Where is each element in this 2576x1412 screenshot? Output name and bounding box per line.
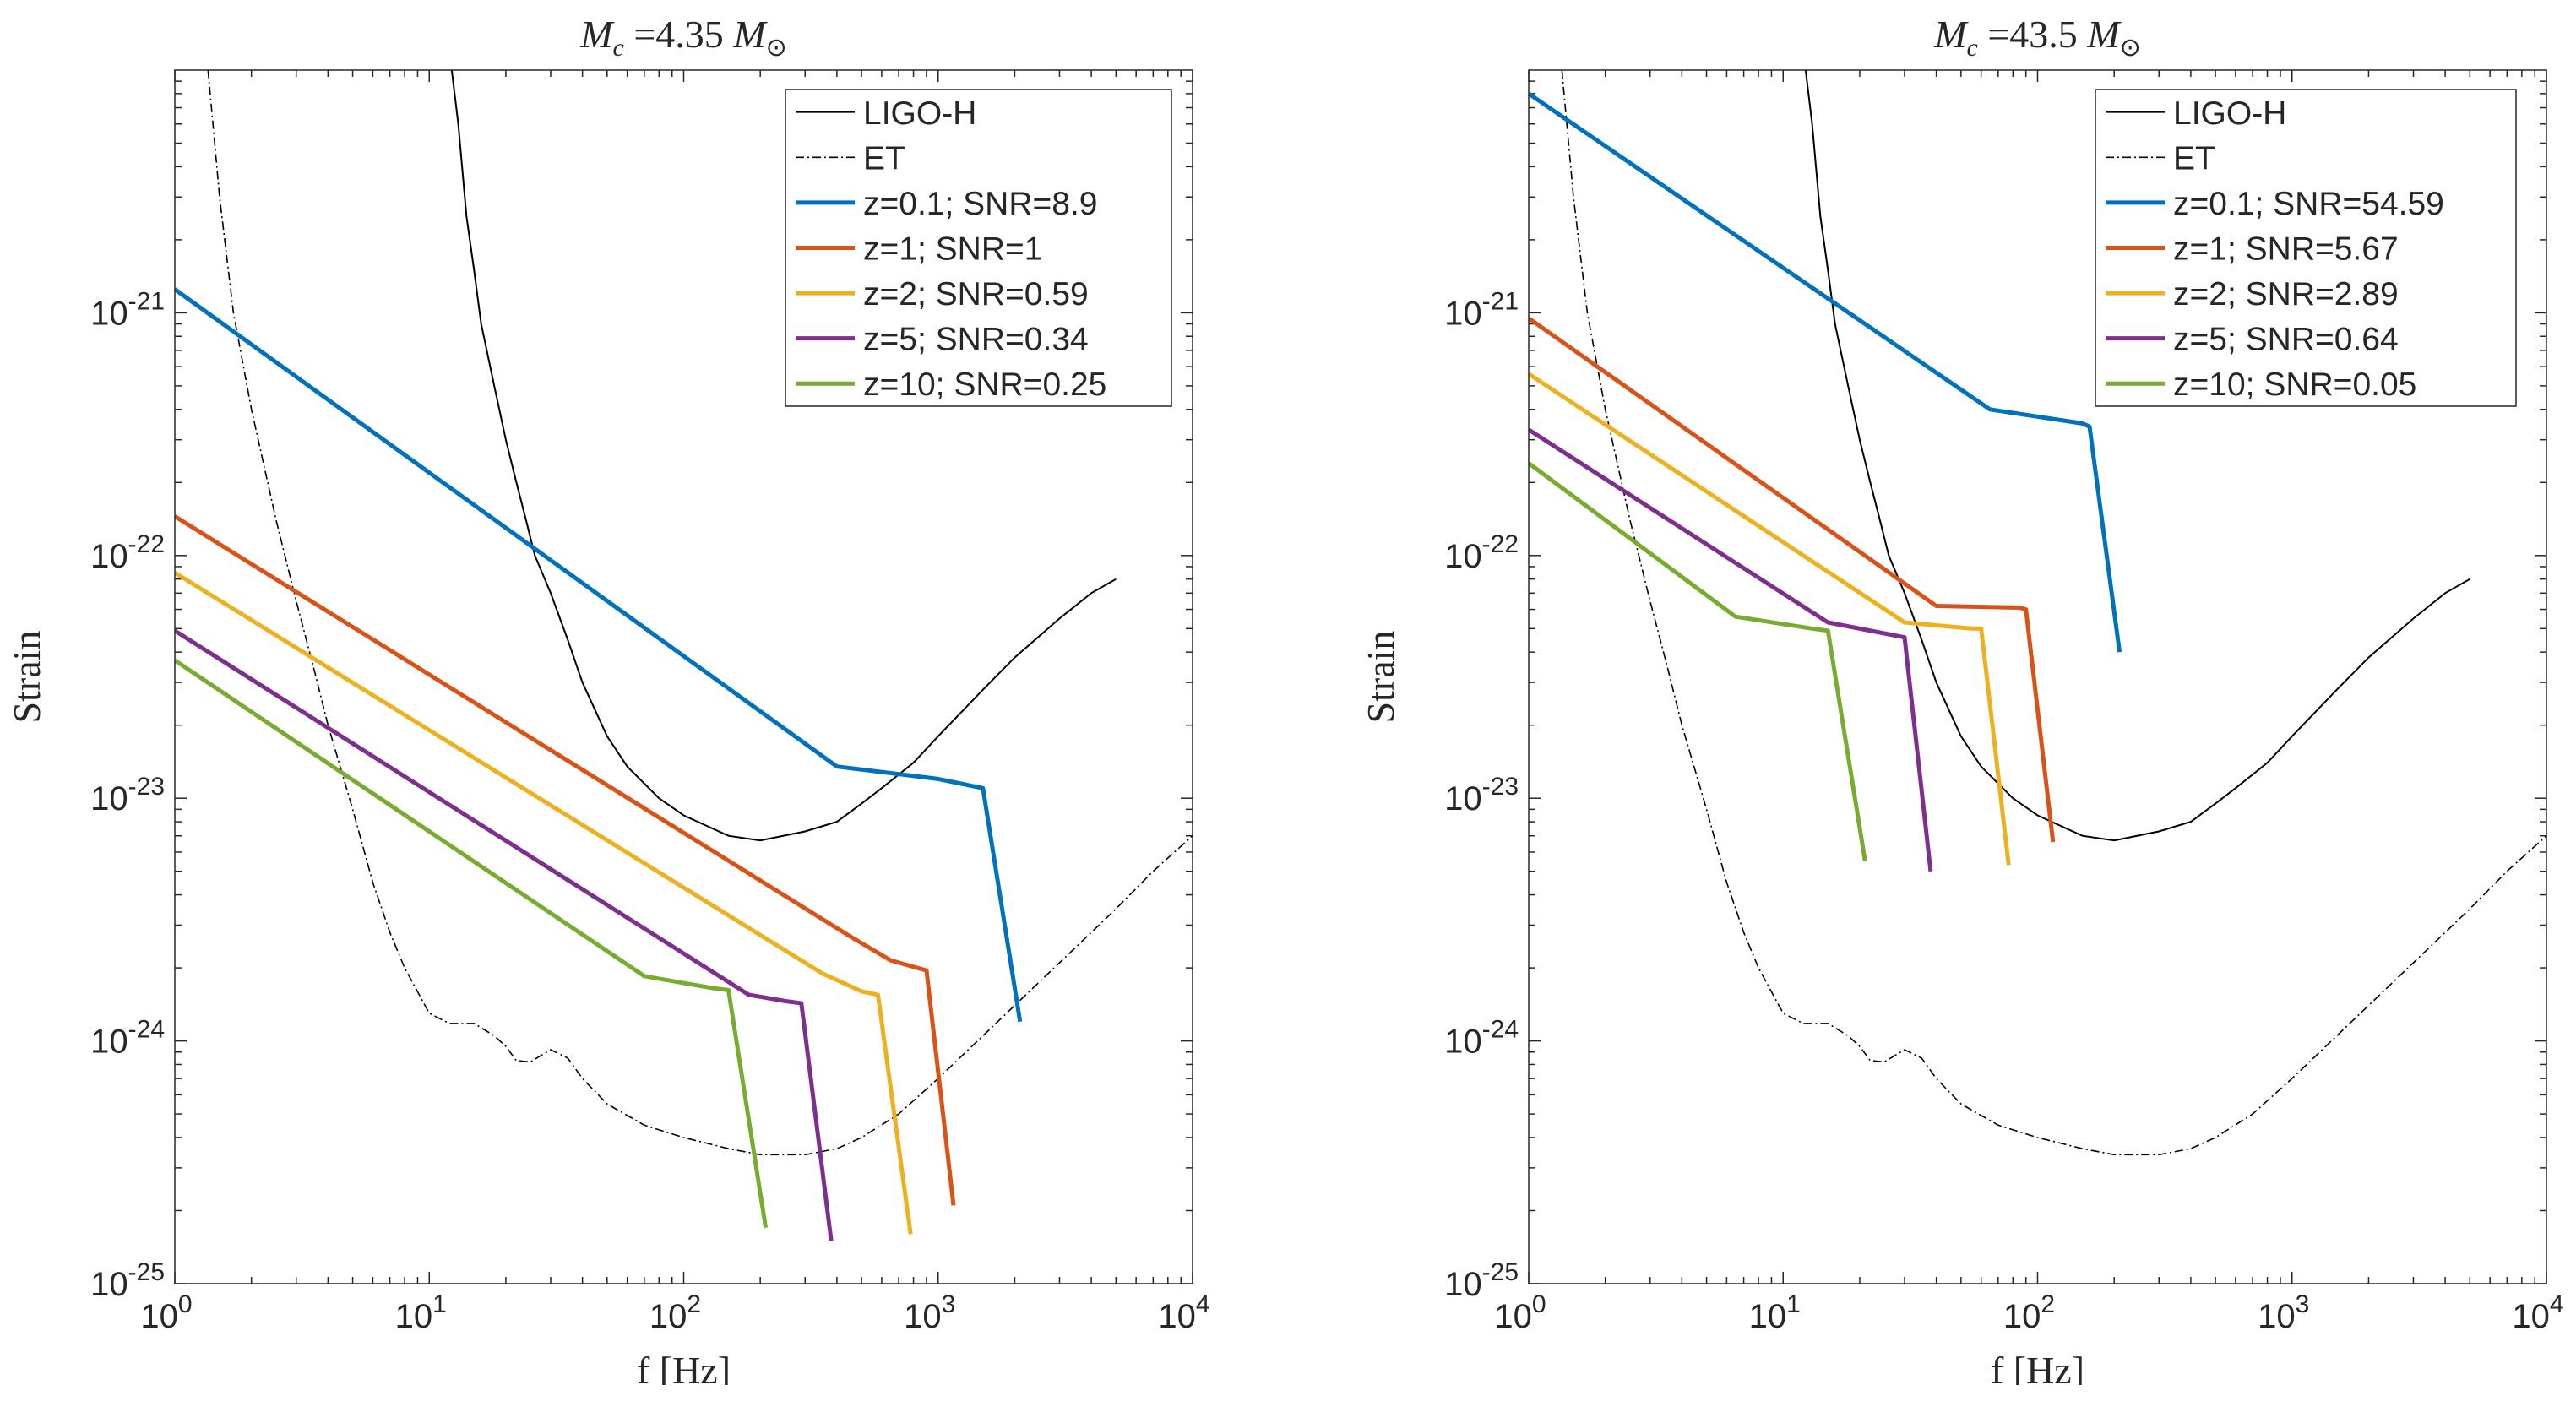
chart-panel-2: 100 101 102 103 104 10-25 10-24 10-23 10-22 10-21… xyxy=(1359,13,2564,1392)
x-tick-label: 103 xyxy=(904,1290,955,1335)
plot-data xyxy=(175,70,1193,1241)
legend: LIGO-H ET z=0.1; SNR=8.9 z=1; SNR=1 z=2; SNR… xyxy=(785,89,1172,407)
y-tick-label: 10-23 xyxy=(1444,773,1519,817)
series-line-5 xyxy=(1529,461,1867,862)
legend-entry-label: z=10; SNR=0.05 xyxy=(2173,367,2416,403)
plot-data xyxy=(1529,70,2546,1156)
x-axis-label: f [Hz] xyxy=(637,1349,731,1392)
y-tick-label: 10-21 xyxy=(90,287,165,332)
series-line-2 xyxy=(175,514,956,1206)
series-line-4 xyxy=(1529,427,1933,872)
series-line-1 xyxy=(175,287,1023,1023)
detector-curve-ligo-h xyxy=(1804,70,2470,842)
y-tick-label: 10-22 xyxy=(90,530,165,575)
axes-box xyxy=(1528,69,2547,1284)
chart-title: Mc =43.5 M⊙ xyxy=(1933,13,2141,62)
series-line-2 xyxy=(1529,316,2056,843)
legend-entry-label: z=0.1; SNR=8.9 xyxy=(863,186,1098,222)
y-tick-label: 10-21 xyxy=(1444,287,1519,332)
legend: LIGO-H ET z=0.1; SNR=54.59 z=1; SNR=5.67 z=2… xyxy=(2095,89,2517,407)
legend-entry-label: z=2; SNR=2.89 xyxy=(2173,276,2399,312)
x-tick-label: 100 xyxy=(140,1290,192,1335)
detector-curve-et xyxy=(207,70,1193,1156)
y-tick-label: 10-25 xyxy=(90,1258,165,1303)
series-line-4 xyxy=(175,628,834,1241)
legend-entry-label: LIGO-H xyxy=(863,95,976,132)
series-line-5 xyxy=(175,658,769,1229)
legend-entry-label: ET xyxy=(863,140,905,176)
legend-entry-label: z=0.1; SNR=54.59 xyxy=(2173,186,2444,222)
x-tick-label: 100 xyxy=(1494,1290,1546,1335)
x-tick-label: 102 xyxy=(2003,1290,2055,1335)
legend-entry-label: z=5; SNR=0.64 xyxy=(2173,322,2399,358)
series-line-1 xyxy=(1529,91,2122,653)
y-tick-label: 10-24 xyxy=(1444,1016,1519,1061)
detector-curve-ligo-h xyxy=(450,70,1117,842)
chart-panel-1: 100 101 102 103 104 10-25 10-24 10-23 10-22 10-21… xyxy=(5,13,1210,1392)
legend-entry-label: z=1; SNR=5.67 xyxy=(2173,231,2399,268)
y-tick-label: 10-23 xyxy=(90,773,165,817)
series-line-3 xyxy=(1529,372,2011,866)
x-tick-label: 101 xyxy=(1749,1290,1801,1335)
legend-entry-label: z=2; SNR=0.59 xyxy=(863,276,1089,312)
legend-entry-label: LIGO-H xyxy=(2173,95,2286,132)
legend-entry-label: z=5; SNR=0.34 xyxy=(863,322,1089,358)
legend-box xyxy=(2095,89,2517,407)
y-axis-label: Strain xyxy=(5,631,48,724)
x-tick-label: 101 xyxy=(395,1290,447,1335)
legend-entry-label: ET xyxy=(2173,140,2215,176)
x-axis-label: f [Hz] xyxy=(1991,1349,2084,1392)
x-tick-label: 104 xyxy=(2512,1290,2563,1335)
x-tick-label: 103 xyxy=(2258,1290,2309,1335)
axes-box xyxy=(174,69,1193,1284)
y-tick-label: 10-24 xyxy=(90,1016,165,1061)
legend-entry-label: z=1; SNR=1 xyxy=(863,231,1042,268)
cropped-caption-strip xyxy=(0,1385,2576,1408)
detector-curve-et xyxy=(1561,70,2546,1156)
legend-entry-label: z=10; SNR=0.25 xyxy=(863,367,1106,403)
series-line-3 xyxy=(175,570,913,1235)
y-axis-label: Strain xyxy=(1359,631,1402,724)
chart-title: Mc =4.35 M⊙ xyxy=(579,13,787,62)
x-tick-label: 104 xyxy=(1158,1290,1209,1335)
y-tick-label: 10-22 xyxy=(1444,530,1519,575)
x-tick-label: 102 xyxy=(649,1290,701,1335)
y-tick-label: 10-25 xyxy=(1444,1258,1519,1303)
